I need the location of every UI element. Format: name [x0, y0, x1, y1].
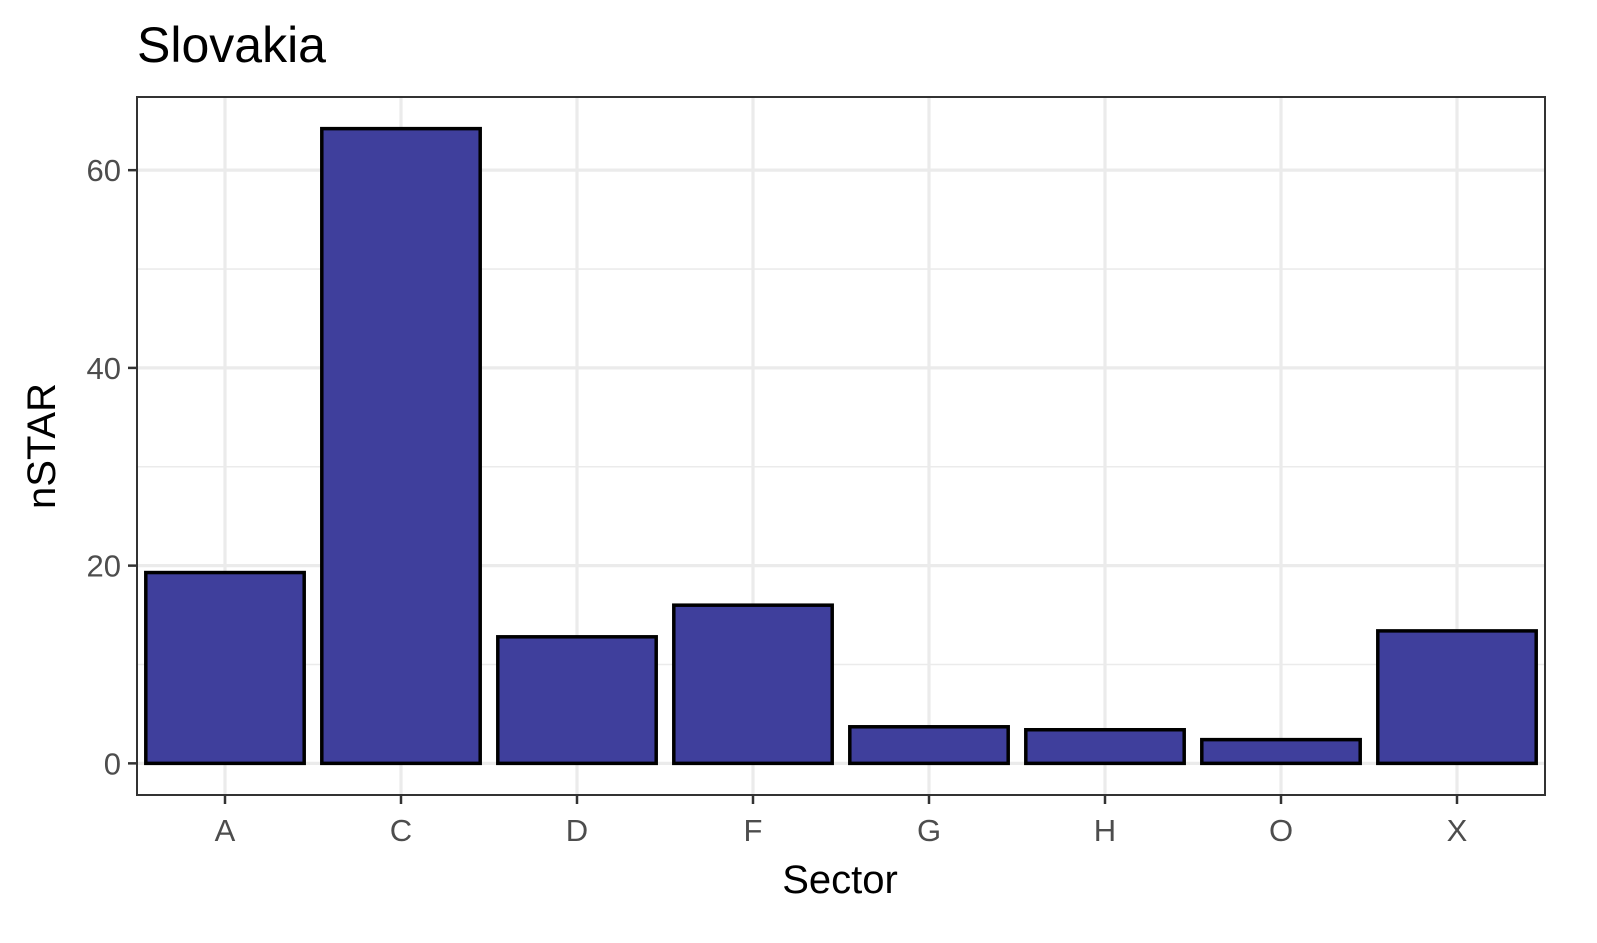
chart-title: Slovakia	[137, 17, 326, 73]
bar-G	[848, 725, 1010, 766]
x-tick-label: G	[917, 813, 941, 848]
y-tick-label: 0	[104, 746, 121, 781]
x-tick-label: F	[744, 813, 763, 848]
y-tick-label: 60	[87, 153, 121, 188]
x-axis-title: Sector	[782, 858, 898, 902]
x-tick-label: O	[1269, 813, 1293, 848]
x-tick-label: C	[390, 813, 412, 848]
bar-X	[1376, 629, 1538, 766]
bar-O	[1200, 737, 1362, 766]
bar-D	[496, 635, 658, 766]
plot-area	[136, 96, 1546, 796]
x-tick-label: X	[1447, 813, 1468, 848]
y-axis: 0 20 40 60	[87, 153, 137, 781]
bars	[144, 126, 1538, 766]
panel-border	[136, 96, 1546, 796]
bar-A	[144, 570, 306, 766]
x-tick-label: H	[1094, 813, 1116, 848]
bar-C	[320, 126, 482, 766]
x-tick-label: A	[215, 813, 236, 848]
y-tick-label: 40	[87, 351, 121, 386]
bar-H	[1024, 727, 1186, 766]
y-axis-title: nSTAR	[20, 383, 64, 509]
x-tick-label: D	[566, 813, 588, 848]
bar-F	[672, 603, 834, 766]
y-tick-label: 20	[87, 549, 121, 584]
